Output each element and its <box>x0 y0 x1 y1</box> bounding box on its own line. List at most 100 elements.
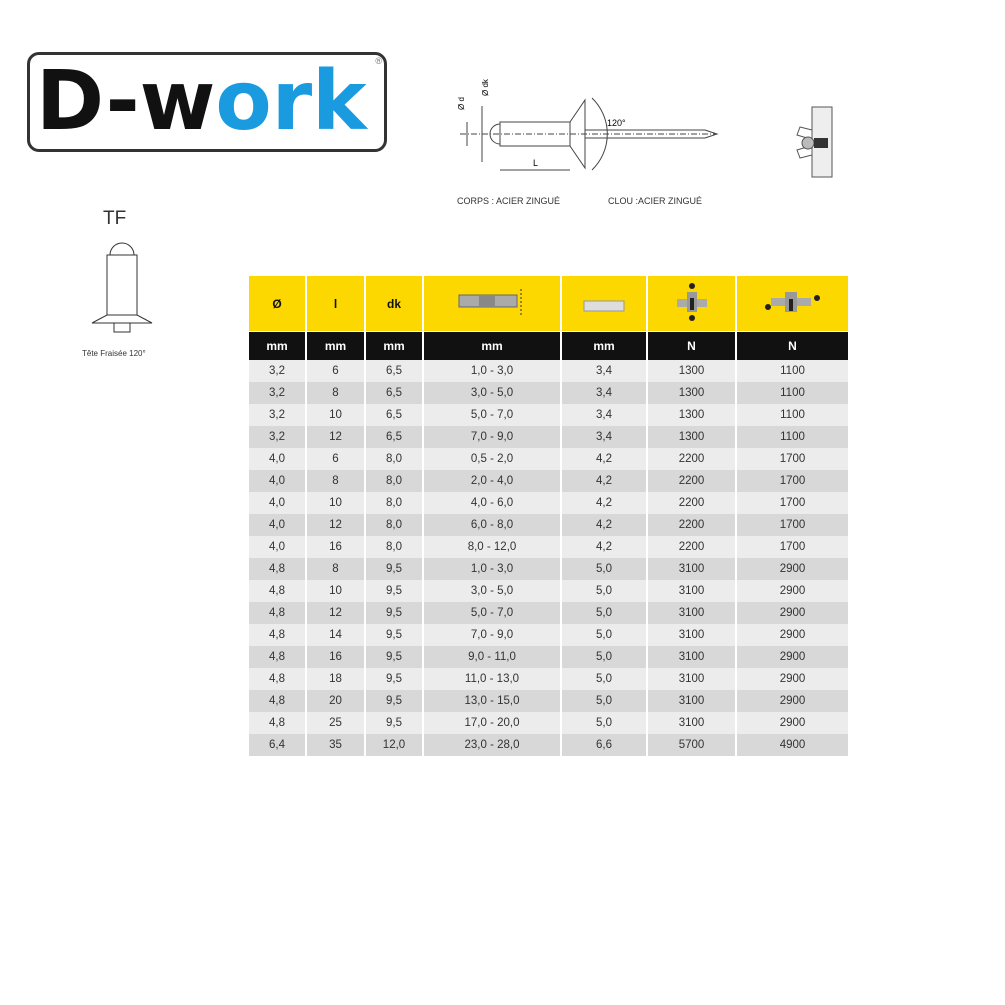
table-cell: 4,0 - 6,0 <box>423 492 562 514</box>
table-cell: 3,2 <box>249 360 307 382</box>
table-cell: 2200 <box>647 492 737 514</box>
table-cell: 5,0 <box>561 690 648 712</box>
table-cell: 1300 <box>647 360 737 382</box>
table-cell: 4,2 <box>561 492 648 514</box>
table-cell: 2900 <box>736 646 850 668</box>
table-cell: 9,5 <box>365 646 424 668</box>
table-cell: 2,0 - 4,0 <box>423 470 562 492</box>
head-type-caption: Tête Fraisée 120° <box>82 349 146 358</box>
table-cell: 1300 <box>647 426 737 448</box>
table-cell: 1700 <box>736 448 850 470</box>
table-cell: 6,5 <box>365 426 424 448</box>
table-cell: 5,0 <box>561 580 648 602</box>
table-cell: 4,8 <box>249 690 307 712</box>
table-cell: 9,5 <box>365 580 424 602</box>
length-label: L <box>533 158 538 168</box>
table-cell: 3,4 <box>561 426 648 448</box>
table-cell: 1100 <box>736 360 850 382</box>
table-cell: 5,0 <box>561 668 648 690</box>
logo-text-blue: ork <box>215 54 367 149</box>
table-cell: 3100 <box>647 690 737 712</box>
table-cell: 8,0 - 12,0 <box>423 536 562 558</box>
table-cell: 4,8 <box>249 624 307 646</box>
table-cell: 5,0 <box>561 624 648 646</box>
table-cell: 8 <box>306 558 366 580</box>
table-cell: 4,8 <box>249 646 307 668</box>
table-cell: 4,0 <box>249 536 307 558</box>
table-row: 4,0 12 8,0 6,0 - 8,0 4,2 2200 1700 <box>249 514 850 536</box>
table-cell: 3100 <box>647 668 737 690</box>
table-cell: 1700 <box>736 514 850 536</box>
table-cell: 8 <box>306 382 366 404</box>
countersunk-head-drawing <box>91 242 153 333</box>
table-row: 4,0 6 8,0 0,5 - 2,0 4,2 2200 1700 <box>249 448 850 470</box>
header-dk: dk <box>365 276 424 332</box>
table-cell: 4,2 <box>561 536 648 558</box>
angle-label: 120° <box>607 118 626 128</box>
rivet-dimension-diagram: Ø d Ø dk 120° L <box>457 78 719 171</box>
table-cell: 4,0 <box>249 470 307 492</box>
table-cell: 4,0 <box>249 492 307 514</box>
table-cell: 8,0 <box>365 470 424 492</box>
table-cell: 4,8 <box>249 668 307 690</box>
table-cell: 6 <box>306 448 366 470</box>
table-cell: 6,5 <box>365 360 424 382</box>
mandrel-material: CLOU :ACIER ZINGUÉ <box>608 196 703 206</box>
table-cell: 2900 <box>736 602 850 624</box>
table-cell: 1100 <box>736 382 850 404</box>
table-cell: 3,4 <box>561 382 648 404</box>
table-cell: 3100 <box>647 624 737 646</box>
table-cell: 12,0 <box>365 734 424 756</box>
table-row: 6,4 35 12,0 23,0 - 28,0 6,6 5700 4900 <box>249 734 850 756</box>
brand-logo: D-w ork ® <box>27 52 387 152</box>
table-cell: 5700 <box>647 734 737 756</box>
table-cell: 6,0 - 8,0 <box>423 514 562 536</box>
table-cell: 4,8 <box>249 602 307 624</box>
table-cell: 4,2 <box>561 514 648 536</box>
header-diameter: Ø <box>249 276 307 332</box>
table-cell: 7,0 - 9,0 <box>423 624 562 646</box>
table-cell: 9,5 <box>365 624 424 646</box>
dim-dk-label: Ø dk <box>481 78 490 96</box>
table-cell: 4,2 <box>561 448 648 470</box>
table-row: 4,0 8 8,0 2,0 - 4,0 4,2 2200 1700 <box>249 470 850 492</box>
table-row: 4,8 12 9,5 5,0 - 7,0 5,0 3100 2900 <box>249 602 850 624</box>
table-cell: 16 <box>306 646 366 668</box>
table-cell: 3100 <box>647 602 737 624</box>
table-cell: 2200 <box>647 536 737 558</box>
table-cell: 3100 <box>647 558 737 580</box>
table-cell: 9,5 <box>365 712 424 734</box>
table-cell: 6,6 <box>561 734 648 756</box>
table-cell: 2900 <box>736 668 850 690</box>
table-row: 4,8 14 9,5 7,0 - 9,0 5,0 3100 2900 <box>249 624 850 646</box>
table-cell: 14 <box>306 624 366 646</box>
table-cell: 9,5 <box>365 558 424 580</box>
table-cell: 16 <box>306 536 366 558</box>
table-cell: 3,4 <box>561 404 648 426</box>
specs-table: Ø l dk mm mm mm mm mm N N 3,2 6 6,5 1,0 - 3,0 3,4 1… <box>249 276 850 756</box>
table-cell: 6,4 <box>249 734 307 756</box>
table-cell: 3,2 <box>249 382 307 404</box>
table-cell: 3,2 <box>249 404 307 426</box>
body-material: CORPS : ACIER ZINGUÉ <box>457 196 561 206</box>
registered-mark: ® <box>375 56 382 66</box>
table-cell: 3100 <box>647 712 737 734</box>
table-cell: 17,0 - 20,0 <box>423 712 562 734</box>
table-cell: 1700 <box>736 536 850 558</box>
table-row: 4,8 25 9,5 17,0 - 20,0 5,0 3100 2900 <box>249 712 850 734</box>
table-cell: 7,0 - 9,0 <box>423 426 562 448</box>
table-cell: 18 <box>306 668 366 690</box>
table-cell: 9,5 <box>365 690 424 712</box>
table-cell: 5,0 <box>561 646 648 668</box>
table-cell: 3100 <box>647 646 737 668</box>
hole-diameter-icon <box>561 276 648 332</box>
table-cell: 2200 <box>647 514 737 536</box>
table-cell: 10 <box>306 404 366 426</box>
table-cell: 3,0 - 5,0 <box>423 382 562 404</box>
table-cell: 20 <box>306 690 366 712</box>
table-row: 4,0 16 8,0 8,0 - 12,0 4,2 2200 1700 <box>249 536 850 558</box>
table-cell: 1,0 - 3,0 <box>423 558 562 580</box>
unit-cell: mm <box>561 331 648 360</box>
table-cell: 3,4 <box>561 360 648 382</box>
table-cell: 9,5 <box>365 668 424 690</box>
